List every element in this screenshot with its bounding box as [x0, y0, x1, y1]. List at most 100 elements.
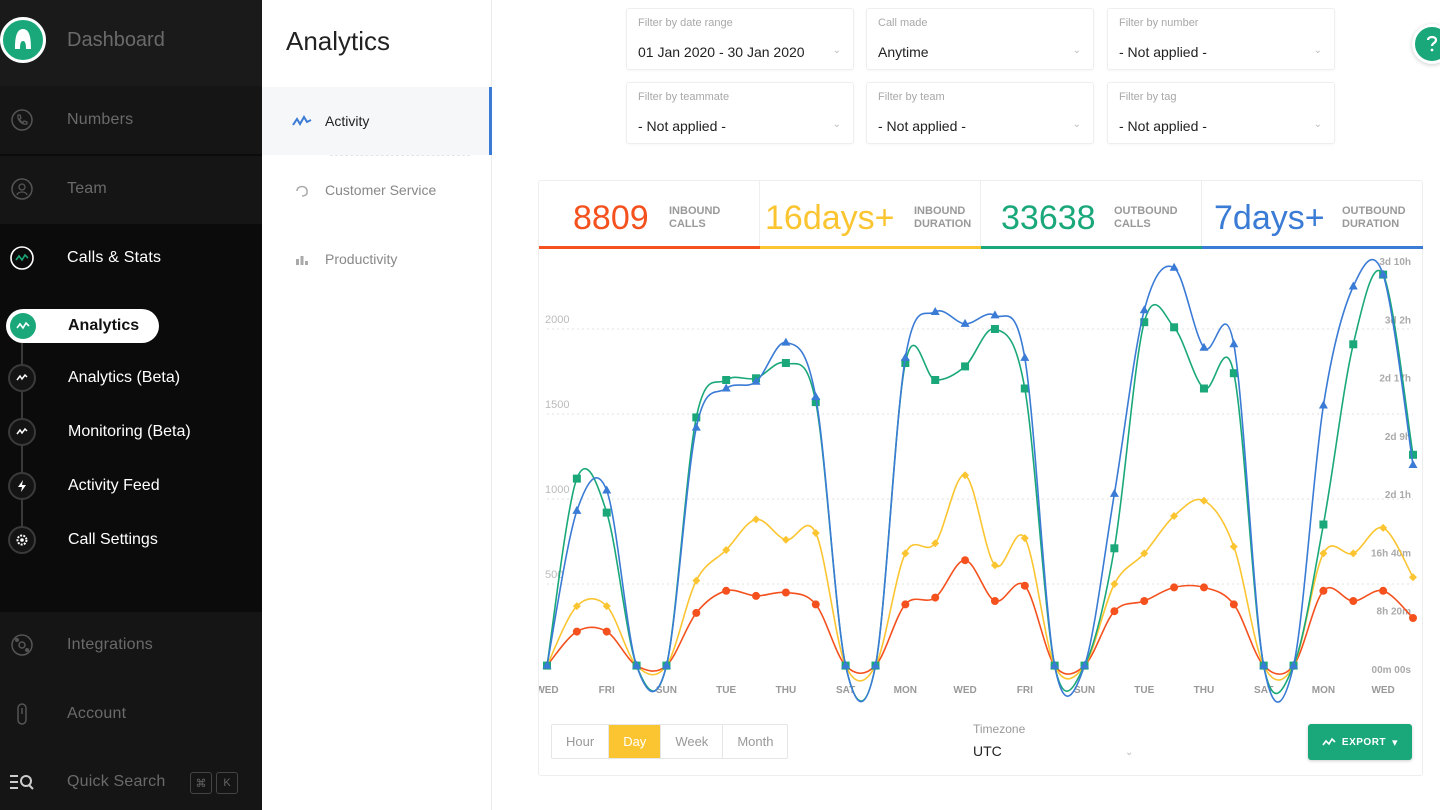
granularity-month[interactable]: Month [723, 725, 787, 758]
data-point [1349, 340, 1357, 348]
stat-label-line: DURATION [914, 218, 971, 230]
sidebar-subitem-analytics-beta[interactable]: Analytics (Beta) [0, 358, 262, 398]
shortcut-keys: ⌘ K [190, 772, 238, 794]
data-point [573, 475, 581, 483]
x-tick-label: MON [1312, 685, 1335, 696]
filter-value: - Not applied - [638, 118, 726, 134]
data-point [1409, 451, 1417, 459]
granularity-hour[interactable]: Hour [552, 725, 609, 758]
main-sidebar: Dashboard Numbers Team Calls & Stats [0, 0, 262, 810]
data-point [752, 515, 760, 523]
quick-search-icon [9, 769, 35, 795]
help-button[interactable] [1412, 24, 1440, 64]
filter-label: Filter by number [1119, 17, 1198, 29]
y-tick-label: 2000 [545, 314, 569, 326]
sidebar-item-label: Quick Search [67, 773, 165, 791]
sidebar-item-numbers[interactable]: Numbers [0, 95, 262, 145]
sidebar-item-account[interactable]: Account [0, 689, 262, 739]
call-made-filter[interactable]: Call made Anytime ⌄ [866, 8, 1094, 70]
stat-outbound-duration: 7days+ OUTBOUND DURATION [1202, 181, 1423, 249]
number-filter[interactable]: Filter by number - Not applied - ⌄ [1107, 8, 1335, 70]
teammate-filter[interactable]: Filter by teammate - Not applied - ⌄ [626, 82, 854, 144]
activity-icon [292, 111, 312, 131]
sidebar-subitem-monitoring-beta[interactable]: Monitoring (Beta) [0, 412, 262, 452]
y-tick-label: 1000 [545, 484, 569, 496]
sidebar-subitem-analytics[interactable]: Analytics [6, 309, 159, 343]
y2-tick-label: 2d 17h [1379, 374, 1411, 385]
analytics-card: 8809 INBOUND CALLS 16days+ INBOUND DURAT… [538, 180, 1423, 776]
lightning-icon [8, 472, 36, 500]
data-point [1409, 573, 1417, 581]
granularity-day[interactable]: Day [609, 725, 661, 758]
data-point [901, 600, 909, 608]
export-label: EXPORT [1342, 737, 1386, 748]
sidebar-item-integrations[interactable]: Integrations [0, 620, 262, 670]
data-point [781, 338, 790, 346]
chevron-down-icon: ⌄ [1314, 45, 1322, 56]
x-tick-label: FRI [1017, 685, 1033, 696]
data-point [1200, 385, 1208, 393]
x-tick-label: WED [953, 685, 976, 696]
chevron-down-icon: ⌄ [1073, 45, 1081, 56]
subnav-item-activity[interactable]: Activity [262, 87, 492, 155]
stats-icon [9, 245, 35, 271]
stat-label: INBOUND DURATION [914, 205, 971, 231]
filter-label: Call made [878, 17, 928, 29]
granularity-toggle: Hour Day Week Month [551, 724, 788, 759]
data-point [1229, 339, 1238, 347]
data-point [1020, 353, 1029, 361]
page-title: Analytics [286, 26, 390, 57]
data-point [812, 600, 820, 608]
timezone-select[interactable]: UTC [973, 743, 1002, 759]
filter-value: 01 Jan 2020 - 30 Jan 2020 [638, 44, 805, 60]
sidebar-subitem-label: Analytics [68, 317, 139, 335]
team-filter[interactable]: Filter by team - Not applied - ⌄ [866, 82, 1094, 144]
x-tick-label: THU [1194, 685, 1215, 696]
data-point [1409, 460, 1418, 468]
activity-line-chart: 50010001500200000m 00s8h 20m16h 40m2d 1h… [539, 249, 1424, 709]
data-point [722, 376, 730, 384]
stat-label-line: OUTBOUND [1342, 205, 1406, 217]
tag-filter[interactable]: Filter by tag - Not applied - ⌄ [1107, 82, 1335, 144]
help-icon [1415, 27, 1440, 61]
data-point [722, 587, 730, 595]
sidebar-item-label: Team [67, 180, 107, 198]
data-point [1319, 401, 1328, 409]
stat-inbound-calls: 8809 INBOUND CALLS [539, 181, 760, 249]
y2-tick-label: 8h 20m [1377, 607, 1412, 618]
sidebar-item-team[interactable]: Team [0, 164, 262, 214]
export-button[interactable]: EXPORT ▾ [1308, 724, 1412, 760]
subnav-item-productivity[interactable]: Productivity [262, 225, 492, 293]
y2-tick-label: 3d 10h [1379, 257, 1411, 268]
account-icon [9, 701, 35, 727]
shortcut-key: ⌘ [190, 772, 212, 794]
stat-label-line: INBOUND [669, 205, 720, 217]
x-tick-label: WED [1371, 685, 1394, 696]
filter-value: Anytime [878, 44, 929, 60]
data-point [782, 589, 790, 597]
phone-icon [9, 107, 35, 133]
y2-tick-label: 00m 00s [1372, 665, 1412, 676]
dashboard-link[interactable]: Dashboard [67, 29, 165, 52]
granularity-week[interactable]: Week [661, 725, 723, 758]
analytics-subnav: Analytics Activity Customer Service Prod… [262, 0, 492, 810]
date-range-filter[interactable]: Filter by date range 01 Jan 2020 - 30 Ja… [626, 8, 854, 70]
y2-tick-label: 2d 9h [1385, 432, 1411, 443]
data-point [1230, 543, 1238, 551]
sidebar-item-label: Account [67, 705, 126, 723]
sidebar-subitem-call-settings[interactable]: Call Settings [0, 520, 262, 560]
x-tick-label: WED [539, 685, 559, 696]
filter-value: - Not applied - [878, 118, 966, 134]
stat-label: OUTBOUND DURATION [1342, 205, 1406, 231]
sidebar-subitem-activity-feed[interactable]: Activity Feed [0, 466, 262, 506]
data-point [692, 609, 700, 617]
sidebar-item-calls-stats[interactable]: Calls & Stats [0, 233, 262, 283]
stat-value: 7days+ [1214, 199, 1325, 238]
subnav-item-customer-service[interactable]: Customer Service [262, 156, 492, 224]
data-point [1200, 583, 1208, 591]
headset-icon [292, 180, 312, 200]
data-point [901, 549, 909, 557]
activity-icon [1322, 737, 1336, 747]
app-logo[interactable] [0, 17, 46, 63]
